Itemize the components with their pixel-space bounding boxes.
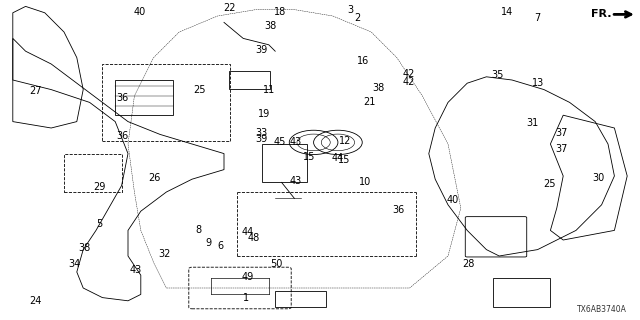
- Text: 25: 25: [193, 84, 206, 95]
- Text: 15: 15: [303, 152, 316, 162]
- Text: 9: 9: [205, 238, 211, 248]
- Text: TX6AB3740A: TX6AB3740A: [577, 305, 627, 314]
- Bar: [275, 291, 326, 307]
- Text: 38: 38: [78, 243, 91, 253]
- Text: 7: 7: [534, 12, 541, 23]
- Text: 43: 43: [129, 265, 142, 276]
- Text: 50: 50: [270, 259, 283, 269]
- Text: 10: 10: [358, 177, 371, 188]
- Text: 37: 37: [555, 144, 568, 154]
- Text: 14: 14: [501, 7, 514, 17]
- Text: 43: 43: [289, 176, 302, 186]
- Text: 18: 18: [274, 7, 287, 17]
- Text: 24: 24: [29, 296, 42, 306]
- Bar: [262, 144, 307, 182]
- Text: 13: 13: [531, 78, 544, 88]
- Text: 21: 21: [364, 97, 376, 108]
- Text: 8: 8: [195, 225, 202, 236]
- Text: 32: 32: [158, 249, 171, 260]
- Text: 38: 38: [264, 21, 276, 31]
- Text: 37: 37: [555, 128, 568, 138]
- Text: 49: 49: [241, 272, 254, 282]
- Text: 42: 42: [402, 76, 415, 87]
- Text: 45: 45: [273, 137, 286, 148]
- Text: 38: 38: [372, 83, 385, 93]
- Text: FR.: FR.: [591, 9, 611, 20]
- Text: 36: 36: [116, 92, 129, 103]
- Text: 40: 40: [447, 195, 460, 205]
- Text: 35: 35: [492, 70, 504, 80]
- Text: 31: 31: [526, 118, 539, 128]
- Text: 43: 43: [289, 137, 302, 148]
- Text: 5: 5: [96, 219, 102, 229]
- Text: 29: 29: [93, 182, 106, 192]
- Text: 36: 36: [116, 131, 129, 141]
- Text: 6: 6: [218, 241, 224, 252]
- Bar: [115, 80, 173, 115]
- Bar: [64, 154, 122, 192]
- Text: 15: 15: [338, 155, 351, 165]
- Text: 44: 44: [331, 153, 344, 164]
- Text: 11: 11: [262, 84, 275, 95]
- Text: 33: 33: [255, 128, 268, 138]
- Text: 30: 30: [592, 172, 605, 183]
- Text: 27: 27: [29, 86, 42, 96]
- Text: 1: 1: [243, 292, 250, 303]
- Text: 16: 16: [356, 56, 369, 66]
- Text: 39: 39: [255, 44, 268, 55]
- Text: 12: 12: [339, 136, 352, 146]
- Text: 22: 22: [223, 3, 236, 13]
- Text: 3: 3: [348, 4, 354, 15]
- Bar: [102, 64, 230, 141]
- Text: 48: 48: [248, 233, 260, 244]
- Text: 2: 2: [354, 12, 360, 23]
- Text: 28: 28: [462, 259, 475, 269]
- Text: 34: 34: [68, 259, 81, 269]
- Text: 25: 25: [543, 179, 556, 189]
- Text: 26: 26: [148, 172, 161, 183]
- Text: 42: 42: [402, 68, 415, 79]
- Text: 19: 19: [257, 108, 270, 119]
- Text: 44: 44: [241, 227, 254, 237]
- Text: 40: 40: [133, 7, 146, 17]
- Text: 36: 36: [392, 204, 404, 215]
- Bar: [493, 278, 550, 307]
- Text: 39: 39: [255, 134, 268, 144]
